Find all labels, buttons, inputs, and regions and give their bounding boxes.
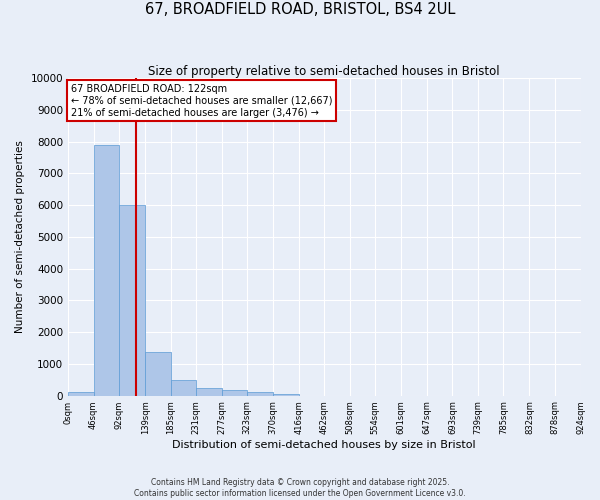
Y-axis label: Number of semi-detached properties: Number of semi-detached properties: [15, 140, 25, 333]
Bar: [119, 205, 145, 396]
X-axis label: Distribution of semi-detached houses by size in Bristol: Distribution of semi-detached houses by …: [172, 440, 476, 450]
Bar: [273, 394, 299, 396]
Text: 67 BROADFIELD ROAD: 122sqm
← 78% of semi-detached houses are smaller (12,667)
21: 67 BROADFIELD ROAD: 122sqm ← 78% of semi…: [71, 84, 332, 117]
Bar: [94, 144, 119, 396]
Text: Contains HM Land Registry data © Crown copyright and database right 2025.
Contai: Contains HM Land Registry data © Crown c…: [134, 478, 466, 498]
Bar: [196, 388, 221, 396]
Bar: [145, 352, 170, 396]
Bar: [68, 392, 94, 396]
Title: Size of property relative to semi-detached houses in Bristol: Size of property relative to semi-detach…: [148, 65, 500, 78]
Bar: [170, 380, 196, 396]
Bar: [247, 392, 272, 396]
Bar: [221, 390, 247, 396]
Text: 67, BROADFIELD ROAD, BRISTOL, BS4 2UL: 67, BROADFIELD ROAD, BRISTOL, BS4 2UL: [145, 2, 455, 18]
